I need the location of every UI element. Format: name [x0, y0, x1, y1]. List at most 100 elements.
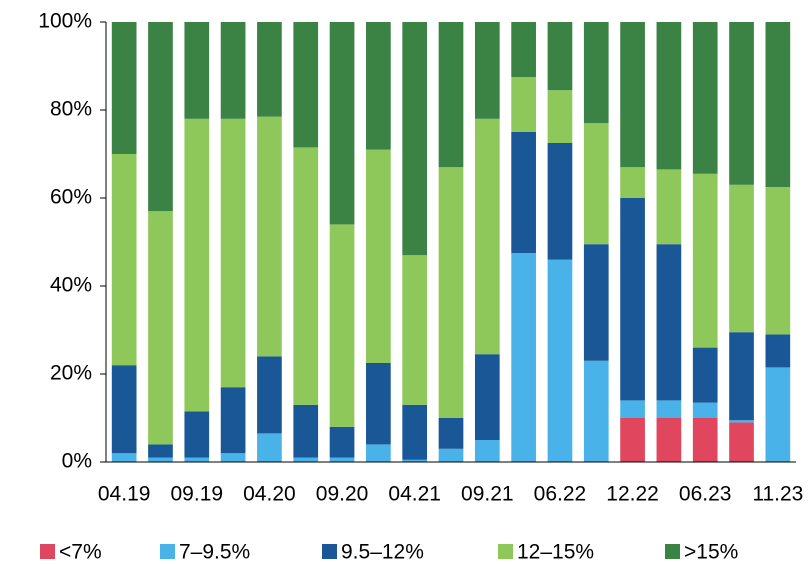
bar-segment	[438, 22, 464, 168]
bar-segment	[692, 418, 718, 462]
bar-segment	[257, 22, 282, 117]
bar-segment	[148, 22, 173, 212]
bar-segment	[366, 363, 391, 445]
bar-segment	[620, 167, 645, 198]
x-tick-label: 06.23	[679, 483, 732, 506]
x-tick-label: 12.22	[606, 483, 659, 506]
bar-segment	[402, 22, 428, 256]
bar-segment	[474, 118, 500, 355]
y-tick-label: 100%	[38, 10, 92, 33]
bar-segment	[729, 22, 754, 185]
bar-segment	[184, 411, 210, 458]
bar-segment	[293, 147, 319, 405]
x-tick-label: 04.21	[388, 483, 441, 506]
bar-segment	[511, 132, 536, 253]
bar-segment	[111, 365, 137, 454]
bar-segment	[111, 453, 137, 462]
y-tick-label: 60%	[50, 186, 92, 209]
bar-segment	[656, 418, 682, 462]
bar-segment	[729, 184, 754, 333]
bar-segment	[729, 420, 754, 423]
bar-segment	[366, 22, 391, 150]
bar-segment	[293, 404, 319, 458]
bar-segment	[692, 22, 718, 174]
x-tick-label: 09.20	[316, 483, 369, 506]
legend-swatch	[40, 544, 55, 559]
bar-segment	[547, 259, 573, 462]
bar-segment	[220, 387, 246, 454]
bar-segment	[402, 459, 428, 462]
bar-segment	[656, 22, 682, 170]
bar-segment	[583, 123, 609, 245]
bar-segment	[257, 116, 282, 357]
bar-segment	[765, 334, 791, 368]
bar-segment	[620, 400, 645, 418]
bar-segment	[511, 22, 536, 77]
bar-segment	[111, 22, 137, 154]
bar-segment	[438, 418, 464, 449]
bar-segment	[620, 198, 645, 401]
bar-segment	[547, 22, 573, 91]
bar-segment	[257, 356, 282, 434]
legend-label: >15%	[684, 541, 738, 564]
bar-segment	[148, 444, 173, 458]
legend-label: 9.5–12%	[341, 541, 424, 564]
bar-segment	[220, 22, 246, 119]
x-tick-label: 09.19	[171, 483, 224, 506]
bar-segment	[438, 167, 464, 418]
bar-segment	[583, 244, 609, 361]
y-tick-label: 80%	[50, 98, 92, 121]
legend-swatch	[322, 544, 337, 559]
bar-segment	[656, 169, 682, 245]
bar-segment	[765, 22, 791, 187]
bar-segment	[692, 402, 718, 418]
bar-segment	[148, 457, 173, 462]
bar-segment	[438, 448, 464, 462]
legend-label: <7%	[59, 541, 102, 564]
bar-segment	[220, 453, 246, 462]
bar-segment	[184, 22, 210, 119]
bar-segment	[729, 422, 754, 462]
x-tick-label: 06.22	[534, 483, 587, 506]
legend-label: 7–9.5%	[179, 541, 250, 564]
bar-segment	[293, 22, 319, 148]
bar-segment	[329, 426, 355, 458]
bar-segment	[474, 440, 500, 462]
x-tick-label: 09.21	[461, 483, 514, 506]
y-tick-label: 0%	[62, 450, 92, 473]
bar-segment	[148, 211, 173, 445]
bar-segment	[329, 22, 355, 225]
bar-segment	[184, 457, 210, 462]
bar-segment	[656, 244, 682, 401]
bar-segment	[366, 149, 391, 363]
x-tick-label: 11.23	[752, 483, 803, 506]
bar-segment	[765, 187, 791, 335]
bar-segment	[729, 332, 754, 421]
bar-segment	[692, 173, 718, 348]
bar-segment	[474, 22, 500, 119]
bar-segment	[656, 400, 682, 418]
bar-segment	[293, 457, 319, 462]
bar-segment	[184, 118, 210, 412]
legend-swatch	[498, 544, 513, 559]
bar-segment	[547, 90, 573, 143]
legend-swatch	[665, 544, 680, 559]
bar-segment	[692, 347, 718, 403]
bar-segment	[583, 22, 609, 124]
bar-segment	[329, 224, 355, 427]
bar-segment	[547, 143, 573, 260]
bar-segment	[257, 433, 282, 462]
bar-segment	[620, 418, 645, 462]
bar-segment	[111, 154, 137, 366]
bar-segment	[366, 444, 391, 462]
bar-segment	[583, 360, 609, 462]
bar-segment	[329, 457, 355, 462]
bar-segment	[474, 354, 500, 440]
legend-swatch	[160, 544, 175, 559]
legend-label: 12–15%	[517, 541, 594, 564]
bar-segment	[402, 404, 428, 460]
y-tick-label: 40%	[50, 274, 92, 297]
bar-segment	[511, 253, 536, 462]
